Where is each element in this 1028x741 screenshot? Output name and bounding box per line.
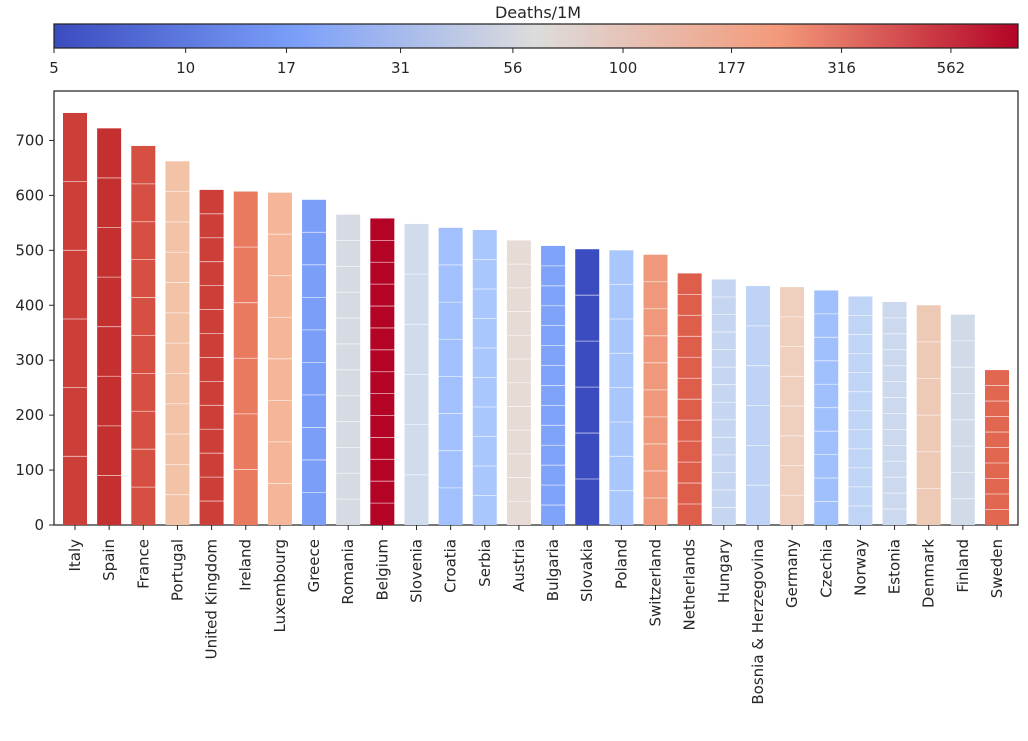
bar (643, 254, 668, 525)
x-tick-label: Austria (510, 539, 528, 592)
x-tick-label: Hungary (715, 539, 733, 603)
x-tick-label: Serbia (476, 539, 494, 587)
colorbar-tick-label: 5 (49, 59, 59, 77)
x-axis-labels: Italy Spain France Portugal United Kingdom Ir… (66, 525, 1006, 705)
bar (97, 128, 122, 525)
y-tick-label: 400 (15, 296, 44, 314)
x-tick-label: Bulgaria (544, 539, 562, 601)
bar (985, 370, 1009, 525)
bar (438, 227, 463, 525)
x-tick-label: Czechia (817, 539, 835, 598)
bar (541, 245, 566, 526)
x-tick-label: Poland (612, 539, 630, 589)
bar (848, 296, 873, 525)
bar (131, 145, 156, 525)
x-tick-label: Sweden (988, 539, 1006, 598)
colorbar-tick-label: 562 (937, 59, 966, 77)
bar (506, 240, 531, 525)
colorbar-tick-label: 17 (277, 59, 296, 77)
x-tick-label: Germany (783, 539, 801, 608)
colorbar-title: Deaths/1M (495, 3, 581, 22)
x-tick-label: France (134, 539, 152, 589)
bar (677, 273, 702, 525)
bars (63, 112, 1009, 526)
bar (745, 286, 770, 525)
bar (63, 112, 87, 526)
bar (916, 305, 941, 525)
x-tick-label: Belgium (373, 539, 391, 601)
y-tick-label: 0 (34, 516, 44, 534)
x-tick-label: Denmark (920, 539, 938, 608)
x-tick-label: Slovenia (407, 539, 425, 603)
bar (302, 199, 327, 525)
y-tick-label: 700 (15, 131, 44, 149)
bar (950, 314, 975, 525)
bar (165, 161, 190, 526)
colorbar-tick-label: 100 (609, 59, 638, 77)
colorbar-tick-label: 31 (391, 59, 410, 77)
x-tick-label: Romania (339, 539, 357, 605)
y-tick-label: 500 (15, 241, 44, 259)
x-tick-label: Greece (305, 539, 323, 592)
x-tick-label: Estonia (886, 539, 904, 594)
bar (472, 229, 497, 525)
y-tick-label: 100 (15, 461, 44, 479)
x-tick-label: United Kingdom (203, 539, 221, 659)
x-tick-label: Ireland (237, 539, 255, 591)
colorbar-tick-label: 56 (503, 59, 522, 77)
x-tick-label: Bosnia & Herzegovina (749, 539, 767, 705)
colorbar-tick-label: 316 (827, 59, 856, 77)
y-axis: 0 100 200 300 400 500 600 700 (15, 131, 54, 534)
x-tick-label: Norway (851, 539, 869, 596)
x-tick-label: Italy (66, 539, 84, 572)
bar (575, 249, 600, 526)
bar (336, 214, 361, 525)
x-tick-label: Netherlands (681, 539, 699, 631)
y-tick-label: 200 (15, 406, 44, 424)
x-tick-label: Croatia (442, 539, 460, 593)
bar (267, 192, 292, 525)
bar (609, 250, 634, 525)
x-tick-label: Portugal (168, 539, 186, 601)
bar (233, 191, 258, 525)
x-tick-label: Slovakia (578, 539, 596, 602)
x-tick-label: Spain (100, 539, 118, 581)
bar (711, 279, 736, 525)
colorbar-ticks: 5 10 17 31 56 100 177 316 562 (49, 48, 965, 77)
x-tick-label: Luxembourg (271, 539, 289, 633)
y-tick-label: 600 (15, 186, 44, 204)
colorbar-tick-label: 177 (717, 59, 746, 77)
plot-area (53, 90, 1019, 526)
x-tick-label: Finland (954, 539, 972, 593)
bar (404, 223, 429, 525)
colorbar-tick-label: 10 (176, 59, 195, 77)
y-tick-label: 300 (15, 351, 44, 369)
bar (780, 287, 805, 525)
x-tick-label: Switzerland (647, 539, 665, 627)
bar (814, 290, 839, 525)
bar (199, 189, 224, 525)
bar (882, 301, 907, 525)
colorbar (53, 23, 1019, 49)
bar (370, 218, 395, 525)
